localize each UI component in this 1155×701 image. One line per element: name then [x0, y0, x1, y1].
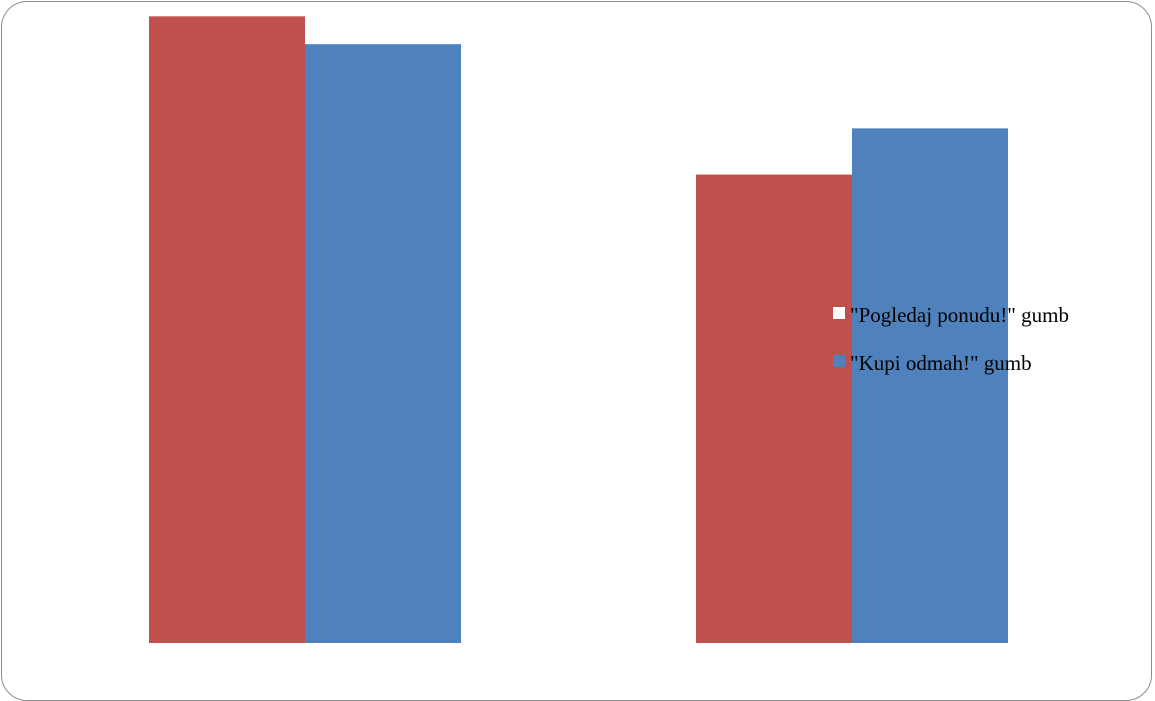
- bar-kupi-2: [852, 128, 1008, 644]
- bar-kupi-1: [305, 44, 461, 643]
- bar-chart: "Pogledaj ponudu!" gumb "Kupi odmah!" gu…: [149, 16, 1069, 644]
- legend: "Pogledaj ponudu!" gumb "Kupi odmah!" gu…: [833, 303, 1069, 375]
- legend-swatch-pogledaj: [833, 307, 845, 319]
- bar-pogledaj-2: [696, 174, 852, 643]
- legend-label-kupi: "Kupi odmah!" gumb: [850, 351, 1032, 375]
- legend-label-pogledaj: "Pogledaj ponudu!" gumb: [850, 303, 1069, 327]
- legend-swatch-kupi: [833, 355, 845, 367]
- bars-group: [149, 16, 1008, 644]
- bar-pogledaj-1: [149, 16, 305, 643]
